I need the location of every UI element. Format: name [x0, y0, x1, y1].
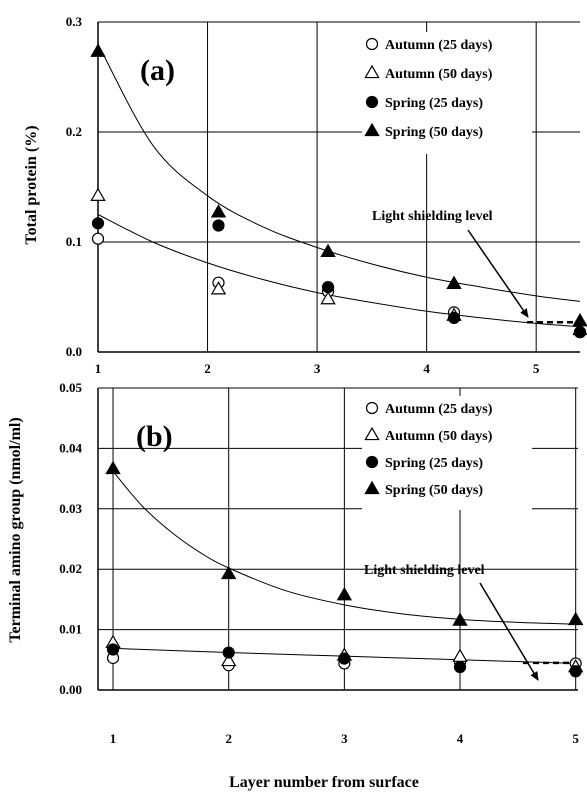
- panel-a-point-s3-2: [320, 243, 336, 258]
- panel-b-point-s3-1: [221, 565, 237, 580]
- panel-b-legend-marker-1: [364, 426, 380, 441]
- panel-b-point-s1-3: [452, 648, 468, 662]
- panel-b-annotation: Light shielding level: [364, 563, 485, 578]
- panel-b-xtick-label-2: 3: [341, 731, 348, 746]
- panel-b-fit-curve-0: [112, 471, 576, 625]
- panel-a-point-s3-3: [446, 275, 462, 289]
- panel-b-xlabel: Layer number from surface: [229, 774, 419, 791]
- panel-a-grid: [97, 21, 580, 353]
- panel-a-point-s0-0: [91, 232, 105, 245]
- panel-a-ytick-label-1: 0.1: [66, 234, 82, 249]
- panel-a-legend-label-0: Autumn (25 days): [385, 38, 493, 53]
- panel-a-point-s3-0: [90, 43, 106, 57]
- panel-b-series-2: [106, 643, 582, 678]
- panel-a-xtick-label-1: 2: [204, 361, 211, 376]
- panel-b-legend-label-3: Spring (50 days): [385, 483, 483, 498]
- panel-b-point-s2-4: [569, 665, 582, 678]
- panel-b-legend-label-0: Autumn (25 days): [385, 402, 493, 417]
- panel-b-point-s2-2: [338, 652, 351, 665]
- panel-b-annotation-arrow: [479, 582, 539, 681]
- panel-a-xtick-label-4: 5: [533, 361, 540, 376]
- panel-a-point-s1-0: [90, 187, 106, 201]
- panel-b-ytick-label-3: 0.03: [59, 501, 82, 516]
- panel-a-series-3: [90, 43, 587, 327]
- panel-a-legend: Autumn (25 days) Autumn (50 days) Spring (…: [362, 32, 532, 154]
- panel-a-ytick-label-3: 0.3: [66, 14, 83, 29]
- panel-a-series-0: [91, 232, 587, 339]
- panel-b-xtick-label-3: 4: [457, 731, 464, 746]
- panel-b-point-s2-0: [106, 643, 120, 656]
- panel-a-point-s2-0: [91, 217, 105, 230]
- panel-a-ylabel: Total protein (%): [23, 125, 40, 244]
- panel-b-point-s3-2: [336, 586, 353, 601]
- panel-b-point-s3-4: [567, 611, 584, 626]
- panel-a-point-s2-4: [573, 326, 587, 339]
- panel-a: (a) Total protein (%) Light shielding le…: [23, 14, 587, 376]
- panel-a-point-s2-3: [447, 311, 461, 324]
- panel-a-annotation: Light shielding level: [372, 209, 493, 224]
- panel-a-point-s1-2: [320, 290, 336, 305]
- panel-a-legend-bg: [362, 32, 532, 154]
- panel-b-ytick-label-1: 0.01: [59, 622, 82, 637]
- panel-b-ylabel: Terminal amino group (nmol/ml): [7, 417, 24, 642]
- panel-a-ytick-label-0: 0.0: [66, 344, 82, 359]
- panel-a-label: (a): [140, 54, 175, 87]
- panel-a-ytick-label-2: 0.2: [66, 124, 82, 139]
- panel-a-point-s2-2: [321, 281, 335, 294]
- panel-b-point-s1-1: [221, 652, 237, 667]
- panel-b-xtick-label-4: 5: [572, 731, 579, 746]
- panel-a-xtick-label-0: 1: [95, 361, 102, 376]
- panel-b-ytick-label-4: 0.04: [59, 440, 82, 455]
- panel-b-legend-marker-0: [365, 401, 379, 415]
- panel-a-point-s1-1: [210, 281, 227, 295]
- panel-a-legend-label-2: Spring (25 days): [385, 96, 483, 111]
- panel-b-ytick-label-5: 0.05: [59, 380, 82, 395]
- panel-a-series-1: [90, 187, 587, 336]
- panel-b-legend-label-2: Spring (25 days): [385, 456, 483, 471]
- panel-b-legend: Autumn (25 days) Autumn (50 days) Spring (…: [362, 396, 532, 510]
- panel-b-point-s3-0: [105, 460, 121, 475]
- panel-a-fit-curve-1: [97, 214, 581, 328]
- panel-b-legend-label-1: Autumn (50 days): [385, 429, 493, 444]
- panel-a-legend-marker-2: [365, 95, 379, 109]
- panel-b-series-3: [105, 460, 584, 626]
- panel-b: (b) Terminal amino group (nmol/ml) Light…: [7, 380, 584, 791]
- panel-b-legend-marker-2: [365, 455, 379, 469]
- panel-b-legend-bg: [362, 396, 532, 510]
- panel-a-point-s2-1: [212, 219, 225, 232]
- panel-b-label: (b): [136, 420, 173, 453]
- panel-a-xtick-label-3: 4: [423, 361, 430, 376]
- panel-a-legend-marker-0: [365, 37, 379, 51]
- panel-b-ytick-label-0: 0.00: [59, 682, 82, 697]
- panel-b-point-s2-1: [222, 646, 235, 659]
- panel-a-legend-marker-1: [364, 64, 380, 79]
- panel-a-point-s3-1: [210, 204, 227, 218]
- panel-a-xtick-label-2: 3: [314, 361, 321, 376]
- panel-b-xtick-label-1: 2: [225, 731, 232, 746]
- panel-a-annotation-arrow: [467, 229, 529, 318]
- panel-a-point-s3-4: [572, 312, 587, 327]
- panel-a-legend-marker-3: [364, 122, 380, 137]
- panel-b-ytick-label-2: 0.02: [59, 561, 82, 576]
- panel-a-series-2: [91, 217, 587, 339]
- panel-b-xtick-label-0: 1: [110, 731, 117, 746]
- panel-a-legend-label-1: Autumn (50 days): [385, 67, 493, 82]
- panel-b-point-s2-3: [453, 660, 467, 674]
- panel-a-legend-label-3: Spring (50 days): [385, 125, 483, 140]
- panel-b-point-s3-3: [452, 612, 468, 626]
- panel-b-legend-marker-3: [364, 480, 380, 495]
